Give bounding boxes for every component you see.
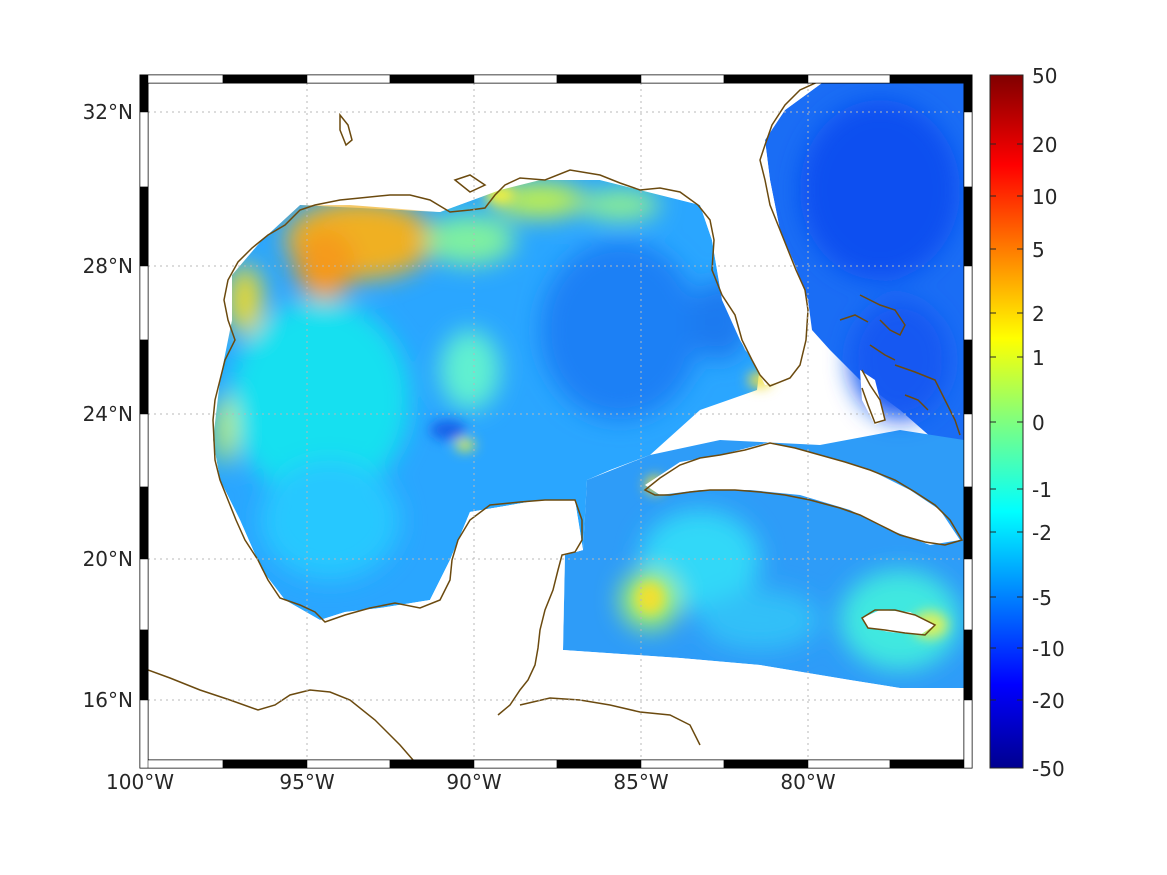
frame-segment-top (222, 74, 308, 84)
lat-label-20n: 20°N (83, 547, 133, 571)
frame-segment-bottom (306, 759, 391, 769)
frame-segment-top (807, 74, 891, 84)
frame-segment-bottom (556, 759, 642, 769)
frame-segment-right (963, 413, 973, 488)
colorbar-label: 20 (1032, 133, 1057, 157)
frame-segment-bottom (222, 759, 308, 769)
land-west (148, 440, 964, 760)
frame-segment-top (723, 74, 809, 84)
frame-segment-right (963, 74, 973, 113)
frame-segment-bottom (723, 759, 809, 769)
frame-segment-top (640, 74, 725, 84)
coastlines (148, 83, 964, 760)
frame-segment-top (889, 74, 973, 84)
frame-segment-left (139, 265, 149, 341)
frame-segment-right (963, 265, 973, 341)
colorbar-label: 5 (1032, 238, 1045, 262)
frame-segment-left (139, 74, 149, 113)
frame-segment-top (473, 74, 558, 84)
frame-segment-left (139, 111, 149, 188)
map-area (148, 83, 964, 760)
frame-segment-right (963, 111, 973, 188)
lon-label-90w: 90°W (446, 770, 501, 794)
frame-segment-right (963, 558, 973, 631)
lat-label-28n: 28°N (83, 254, 133, 278)
frame-segment-right (963, 486, 973, 560)
lon-label-85w: 85°W (613, 770, 668, 794)
colorbar-label: -50 (1032, 757, 1065, 781)
colorbar-label: 0 (1032, 411, 1045, 435)
land-bahamas (860, 370, 885, 425)
frame-segment-bottom (807, 759, 891, 769)
frame-segment-left (139, 186, 149, 267)
colorbar-label: -20 (1032, 689, 1065, 713)
frame-segment-left (139, 413, 149, 488)
frame-segment-top (556, 74, 642, 84)
frame-segment-bottom (889, 759, 973, 769)
frame-segment-left (139, 558, 149, 631)
frame-segment-left (139, 339, 149, 415)
lat-label-16n: 16°N (83, 688, 133, 712)
colorbar-label: -1 (1032, 478, 1052, 502)
frame-segment-left (139, 486, 149, 560)
frame-segment-bottom (139, 759, 224, 769)
frame-segment-left (139, 629, 149, 701)
frame-segment-right (963, 339, 973, 415)
lat-label-24n: 24°N (83, 402, 133, 426)
colorbar-label: 10 (1032, 185, 1057, 209)
latitude-labels: 32°N 28°N 24°N 20°N 16°N (83, 100, 133, 712)
lon-label-80w: 80°W (780, 770, 835, 794)
colorbar-label: -10 (1032, 637, 1065, 661)
frame-segment-right (963, 186, 973, 267)
frame-segment-left (139, 699, 149, 769)
lon-label-95w: 95°W (279, 770, 334, 794)
lat-label-32n: 32°N (83, 100, 133, 124)
colorbar-label: -2 (1032, 521, 1052, 545)
frame-segment-top (306, 74, 391, 84)
colorbar-ticks (990, 74, 1023, 769)
frame-segment-right (963, 629, 973, 701)
lon-label-100w: 100°W (106, 770, 174, 794)
map-frame (139, 74, 973, 769)
colorbar-label: 50 (1032, 64, 1057, 88)
longitude-labels: 100°W 95°W 90°W 85°W 80°W (106, 770, 836, 794)
frame-segment-bottom (640, 759, 725, 769)
frame-segment-bottom (473, 759, 558, 769)
frame-segment-bottom (389, 759, 475, 769)
land-north (148, 83, 822, 440)
land-cuba (645, 442, 960, 545)
graticule (148, 83, 964, 760)
frame-segment-top (139, 74, 224, 84)
frame-segment-top (389, 74, 475, 84)
frame-segment-right (963, 699, 973, 769)
colorbar-label: -5 (1032, 586, 1052, 610)
colorbar-label: 2 (1032, 302, 1045, 326)
colorbar-label: 1 (1032, 346, 1045, 370)
